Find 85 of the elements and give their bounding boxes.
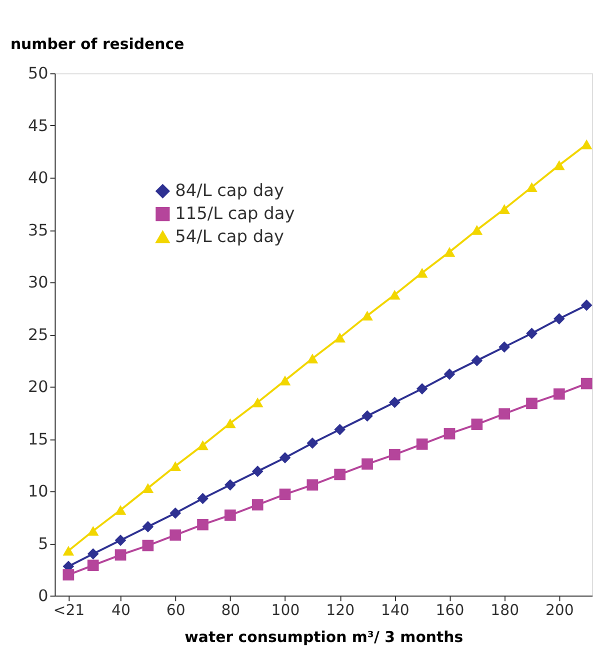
x-tick-label: 140 [380, 601, 410, 620]
y-tick-label: 45 [28, 116, 48, 135]
point [62, 546, 74, 556]
point [553, 313, 565, 324]
point [334, 424, 346, 436]
y-tick-label: 20 [28, 377, 48, 396]
legend-label: 115/L cap day [175, 203, 295, 224]
point [416, 438, 428, 450]
point [471, 225, 483, 235]
point [444, 428, 456, 440]
y-tick-label: 30 [28, 272, 48, 292]
x-axis-title: water consumption m³/ 3 months [184, 628, 464, 646]
point [362, 410, 373, 422]
point [580, 139, 592, 150]
point [170, 461, 182, 472]
x-tick-label: 100 [271, 601, 300, 620]
point [87, 526, 99, 536]
point [498, 204, 510, 214]
y-tick-label: 10 [28, 482, 48, 501]
point [444, 247, 456, 257]
point [279, 488, 291, 500]
point [498, 408, 510, 420]
point [362, 458, 373, 470]
point [389, 396, 400, 408]
point [416, 383, 428, 394]
x-tick-label: 80 [221, 601, 240, 620]
point [87, 548, 99, 560]
point [114, 549, 126, 561]
x-tick-label: 180 [490, 601, 520, 620]
point [170, 507, 182, 519]
point [114, 505, 126, 515]
x-tick-label: 120 [326, 601, 355, 620]
point [306, 479, 318, 491]
x-tick-label: <21 [53, 601, 85, 620]
point [224, 510, 236, 521]
point [498, 341, 510, 353]
legend-label: 54/L cap day [175, 226, 284, 246]
point [389, 448, 400, 460]
point [62, 569, 74, 580]
point [471, 354, 483, 366]
point [197, 440, 208, 450]
point [142, 540, 154, 552]
point [306, 354, 318, 364]
point [142, 521, 154, 532]
point [362, 310, 373, 321]
y-tick-label: 35 [28, 220, 48, 240]
x-tick-label: 200 [545, 601, 574, 620]
point [553, 388, 565, 400]
point [114, 534, 126, 546]
legend-label: 84/L cap day [175, 180, 284, 200]
point [252, 397, 264, 408]
x-tick-label: 160 [436, 601, 464, 620]
point [580, 300, 592, 311]
point [580, 378, 592, 390]
point [197, 492, 208, 504]
point [416, 268, 428, 278]
y-tick-label: 50 [28, 64, 48, 83]
point [170, 529, 182, 541]
point [224, 418, 236, 428]
point [334, 332, 346, 343]
point [252, 499, 264, 510]
point [526, 182, 538, 192]
y-tick-label: 5 [38, 534, 48, 553]
point [334, 468, 346, 480]
point [279, 376, 291, 386]
y-axis-title: number of residence [10, 34, 184, 53]
y-tick-label: 25 [28, 324, 48, 344]
y-tick-label: 0 [38, 586, 48, 606]
x-tick-label: 40 [112, 601, 131, 620]
y-tick-label: 40 [28, 168, 48, 188]
x-tick-label: 60 [166, 601, 186, 620]
point [526, 398, 538, 410]
point [142, 483, 154, 493]
point [553, 160, 565, 170]
point [224, 479, 236, 491]
point [87, 560, 99, 572]
point [389, 290, 400, 300]
point [526, 328, 538, 340]
point [197, 518, 208, 530]
point [471, 418, 483, 430]
point [279, 452, 291, 464]
point [444, 368, 456, 380]
y-tick-label: 15 [28, 429, 48, 448]
point [306, 437, 318, 449]
point [252, 466, 264, 477]
